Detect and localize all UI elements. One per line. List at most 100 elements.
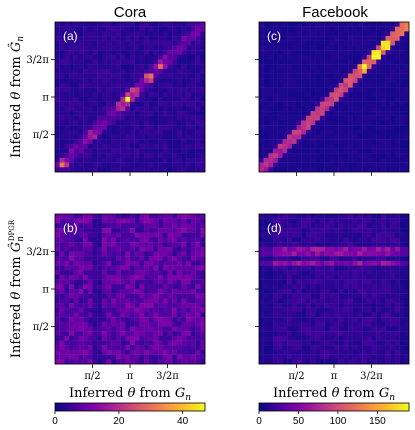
heatmap-cell — [362, 106, 368, 112]
colorbar-segment — [182, 403, 186, 411]
heatmap-cell — [259, 232, 264, 238]
heatmap-cell — [200, 246, 206, 252]
heatmap-cell — [352, 139, 358, 145]
heatmap-cell — [134, 331, 140, 337]
heatmap-cell — [329, 111, 335, 116]
heatmap-cell — [167, 335, 173, 341]
heatmap-cell — [83, 218, 89, 224]
heatmap-cell — [190, 223, 196, 229]
heatmap-cell — [172, 167, 178, 173]
heatmap-cell — [92, 101, 98, 107]
heatmap-cell — [376, 111, 382, 116]
heatmap-cell — [139, 284, 145, 290]
heatmap-cell — [176, 64, 182, 70]
heatmap-cell — [329, 106, 335, 112]
heatmap-cell — [64, 101, 70, 107]
heatmap-cell — [259, 129, 264, 135]
y-tick-label: π — [42, 93, 49, 104]
heatmap-cell — [190, 157, 196, 163]
heatmap-cell — [97, 260, 103, 266]
heatmap-cell — [153, 92, 159, 98]
heatmap-cell — [268, 223, 274, 229]
heatmap-cell — [115, 64, 121, 70]
heatmap-cell — [134, 101, 140, 107]
heatmap-cell — [301, 232, 307, 238]
heatmap-cell — [305, 101, 311, 107]
heatmap-cell — [362, 78, 368, 84]
heatmap-cell — [69, 326, 74, 332]
heatmap-cell — [371, 40, 377, 46]
heatmap-cell — [153, 321, 159, 327]
heatmap-cell — [139, 354, 145, 360]
heatmap-cell — [190, 312, 196, 318]
heatmap-cell — [176, 40, 182, 46]
heatmap-cell — [101, 36, 107, 41]
heatmap-cell — [380, 218, 386, 224]
heatmap-cell — [162, 111, 168, 116]
heatmap-cell — [282, 293, 288, 299]
heatmap-cell — [101, 45, 107, 51]
heatmap-cell — [115, 317, 121, 323]
heatmap-cell — [305, 237, 311, 243]
heatmap-cell — [195, 359, 201, 365]
heatmap-cell — [390, 289, 396, 294]
heatmap-cell — [273, 143, 278, 149]
colorbar-segment — [301, 403, 305, 411]
heatmap-cell — [73, 134, 79, 140]
heatmap-cell — [319, 228, 325, 233]
heatmap-cell — [120, 359, 126, 365]
heatmap-cell — [97, 279, 103, 285]
heatmap-cell — [371, 307, 377, 313]
heatmap-cell — [55, 106, 60, 112]
heatmap-cell — [390, 162, 396, 168]
heatmap-cell — [399, 73, 405, 79]
heatmap-cell — [167, 82, 173, 88]
heatmap-cell — [130, 82, 135, 88]
heatmap-cell — [338, 284, 344, 290]
heatmap-cell — [125, 321, 131, 327]
heatmap-cell — [101, 64, 107, 70]
heatmap-cell — [259, 157, 264, 163]
heatmap-cell — [371, 274, 377, 280]
heatmap-cell — [282, 228, 288, 233]
heatmap-cell — [305, 92, 311, 98]
heatmap-cell — [172, 321, 178, 327]
heatmap-cell — [376, 97, 382, 102]
heatmap-cell — [87, 331, 93, 337]
heatmap-cell — [301, 242, 307, 248]
heatmap-cell — [97, 349, 103, 355]
heatmap-cell — [282, 256, 288, 262]
heatmap-cell — [167, 31, 173, 37]
heatmap-cell — [319, 111, 325, 116]
heatmap-cell — [291, 270, 297, 276]
heatmap-cell — [200, 265, 206, 271]
heatmap-cell — [190, 251, 196, 257]
heatmap-cell — [277, 92, 283, 98]
heatmap-cell — [310, 354, 316, 360]
heatmap-cell — [97, 97, 103, 102]
heatmap-cell — [324, 101, 330, 107]
heatmap-cell — [385, 354, 391, 360]
heatmap-cell — [376, 22, 382, 27]
heatmap-cell — [399, 284, 405, 290]
heatmap-cell — [186, 279, 192, 285]
heatmap-cell — [259, 293, 264, 299]
heatmap-cell — [380, 359, 386, 365]
heatmap-cell — [366, 26, 372, 32]
heatmap-cell — [273, 303, 278, 308]
heatmap-cell — [111, 307, 117, 313]
heatmap-cell — [106, 111, 112, 116]
heatmap-cell — [55, 256, 60, 262]
heatmap-cell — [144, 307, 149, 313]
heatmap-cell — [120, 340, 126, 346]
heatmap-cell — [352, 120, 358, 126]
heatmap-cell — [55, 78, 60, 84]
heatmap-cell — [186, 223, 192, 229]
heatmap-cell — [394, 115, 400, 121]
heatmap-cell — [69, 354, 74, 360]
colorbar-segment — [324, 403, 327, 411]
heatmap-cell — [305, 298, 311, 304]
heatmap-cell — [106, 331, 112, 337]
heatmap-cell — [291, 321, 297, 327]
heatmap-cell — [282, 54, 288, 60]
